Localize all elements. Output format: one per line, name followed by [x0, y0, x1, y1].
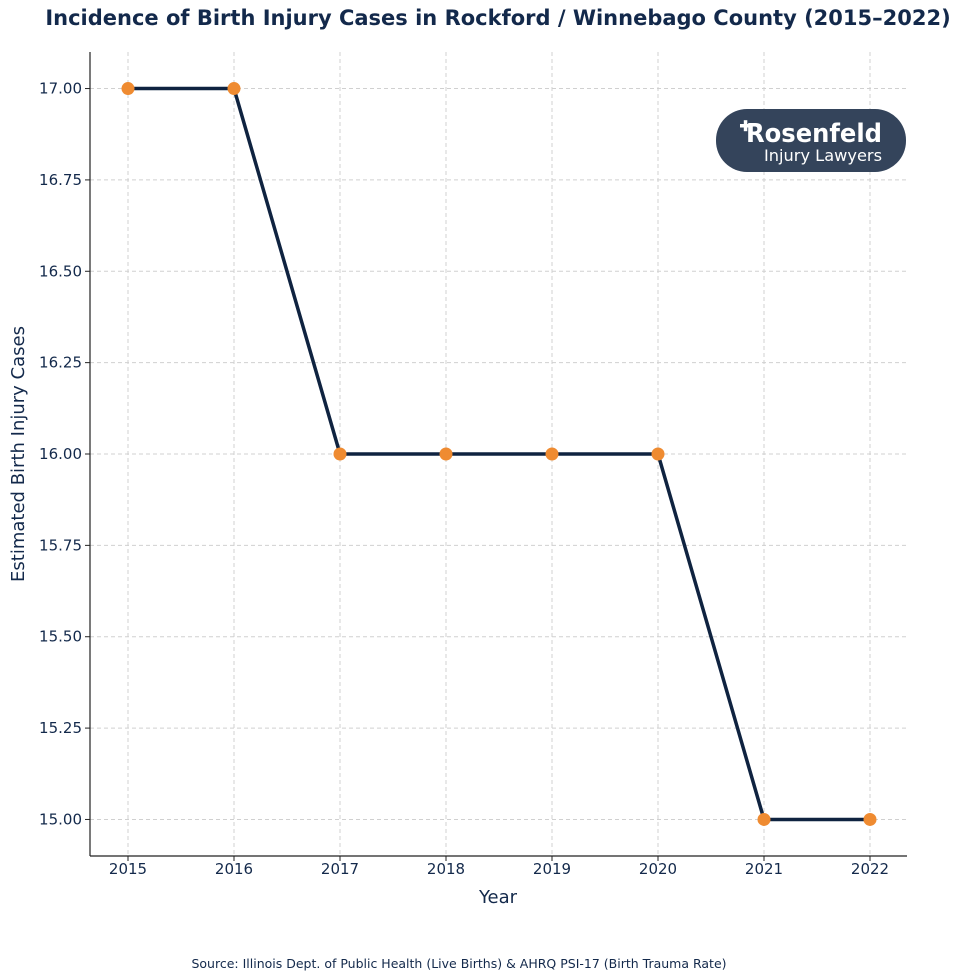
series-line: [128, 86, 870, 822]
data-point: [863, 812, 877, 826]
rosenfeld-logo: Rosenfeld Injury Lawyers: [716, 109, 906, 172]
data-point: [439, 447, 453, 461]
source-note: Source: Illinois Dept. of Public Health …: [191, 956, 726, 971]
x-tick-label: 2017: [321, 860, 359, 878]
data-point: [545, 447, 559, 461]
y-tick-label: 15.75: [39, 536, 82, 554]
plus-icon: [740, 120, 751, 132]
y-tick-label: 17.00: [39, 80, 82, 98]
y-tick-label: 16.00: [39, 445, 82, 463]
data-point: [651, 447, 665, 461]
series: [121, 82, 877, 826]
y-tick-label: 15.00: [39, 810, 82, 828]
y-tick-label: 16.75: [39, 171, 82, 189]
data-point: [333, 447, 347, 461]
chart-title: Incidence of Birth Injury Cases in Rockf…: [45, 6, 950, 30]
x-ticks: 2015 2016 2017 2018 2019 2020 2021 2022: [109, 856, 889, 878]
x-tick-label: 2016: [215, 860, 253, 878]
x-tick-label: 2018: [427, 860, 465, 878]
logo-brand: Rosenfeld: [746, 119, 882, 149]
x-tick-label: 2015: [109, 860, 147, 878]
data-point: [227, 82, 241, 96]
y-axis-label: Estimated Birth Injury Cases: [8, 326, 29, 582]
y-ticks: 15.00 15.25 15.50 15.75 16.00 16.25 16.50 16.75…: [39, 80, 90, 828]
logo-background: [716, 109, 906, 172]
x-tick-label: 2019: [533, 860, 571, 878]
x-tick-label: 2022: [851, 860, 889, 878]
data-point: [757, 812, 771, 826]
x-tick-label: 2021: [745, 860, 783, 878]
x-tick-label: 2020: [639, 860, 677, 878]
logo-tagline: Injury Lawyers: [764, 146, 882, 165]
y-tick-label: 15.50: [39, 628, 82, 646]
y-tick-label: 16.50: [39, 262, 82, 280]
data-point: [121, 82, 135, 96]
y-tick-label: 15.25: [39, 719, 82, 737]
y-tick-label: 16.25: [39, 354, 82, 372]
x-axis-label: Year: [478, 887, 518, 908]
